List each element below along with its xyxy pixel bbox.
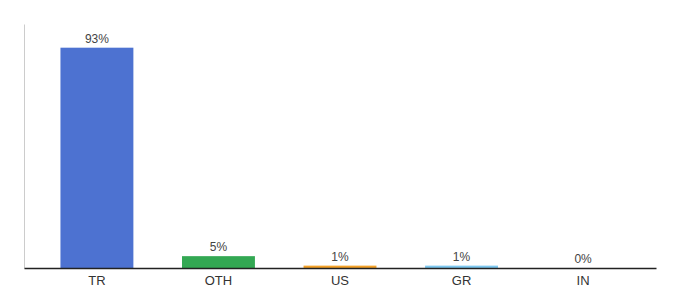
y-axis-line (24, 25, 25, 269)
bar (60, 48, 133, 268)
x-tick: GR (452, 268, 472, 288)
data-label: 1% (453, 250, 471, 264)
bar (425, 266, 498, 268)
x-tick: OTH (205, 268, 232, 288)
data-label: 1% (331, 250, 349, 264)
bar (304, 266, 377, 268)
chart-container: TR OTH US GR IN 93% 5% 1% 1% 0% (0, 0, 680, 300)
data-labels: 93% 5% 1% 1% 0% (85, 32, 592, 266)
x-tick-label: TR (88, 273, 105, 288)
chart-svg: TR OTH US GR IN 93% 5% 1% 1% 0% (0, 0, 680, 300)
x-axis: TR OTH US GR IN (25, 268, 657, 288)
x-tick-label: IN (577, 273, 590, 288)
data-label: 5% (210, 240, 228, 254)
bar (182, 256, 255, 268)
data-label: 0% (574, 252, 592, 266)
x-tick: IN (577, 268, 590, 288)
x-axis-line (25, 268, 657, 270)
data-label: 93% (85, 32, 109, 46)
x-tick-label: OTH (205, 273, 232, 288)
x-tick-label: GR (452, 273, 472, 288)
plot-area: TR OTH US GR IN 93% 5% 1% 1% 0% (25, 25, 657, 289)
x-tick: TR (88, 268, 105, 288)
y-axis (24, 25, 25, 269)
bars (60, 48, 498, 268)
x-tick: US (331, 268, 349, 288)
x-tick-label: US (331, 273, 349, 288)
